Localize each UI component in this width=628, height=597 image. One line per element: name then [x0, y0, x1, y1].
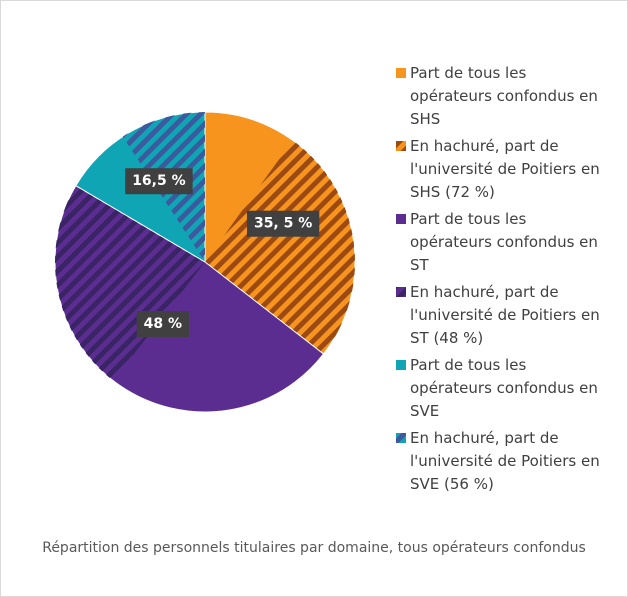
data-label: 35, 5 %	[246, 210, 320, 237]
data-label-text: 16,5 %	[132, 173, 185, 189]
data-label-box	[136, 311, 190, 338]
data-label-text: 48 %	[144, 316, 182, 332]
legend-swatch	[396, 360, 406, 370]
hatch-slice	[205, 140, 355, 354]
legend-swatch	[396, 68, 406, 78]
legend-label: En hachuré, part de l'université de Poit…	[410, 137, 600, 201]
legend-swatch-hatch	[396, 287, 406, 297]
data-label: 16,5 %	[125, 168, 193, 195]
legend-swatch-hatch	[396, 141, 406, 151]
legend-label: Part de tous les opérateurs confondus en…	[410, 64, 598, 128]
legend-swatch	[396, 214, 406, 224]
legend-label: En hachuré, part de l'université de Poit…	[410, 283, 600, 347]
hatch-slice	[55, 185, 206, 381]
data-label-text: 35, 5 %	[254, 216, 312, 232]
legend-label: En hachuré, part de l'université de Poit…	[410, 429, 600, 493]
data-label-box	[125, 168, 193, 195]
data-label: 48 %	[136, 311, 190, 338]
legend-label: Part de tous les opérateurs confondus en…	[410, 210, 598, 274]
data-label-box	[246, 210, 320, 237]
legend-label: Part de tous les opérateurs confondus en…	[410, 356, 598, 420]
chart-title: Répartition des personnels titulaires pa…	[42, 540, 586, 556]
legend-swatch-hatch	[396, 433, 406, 443]
